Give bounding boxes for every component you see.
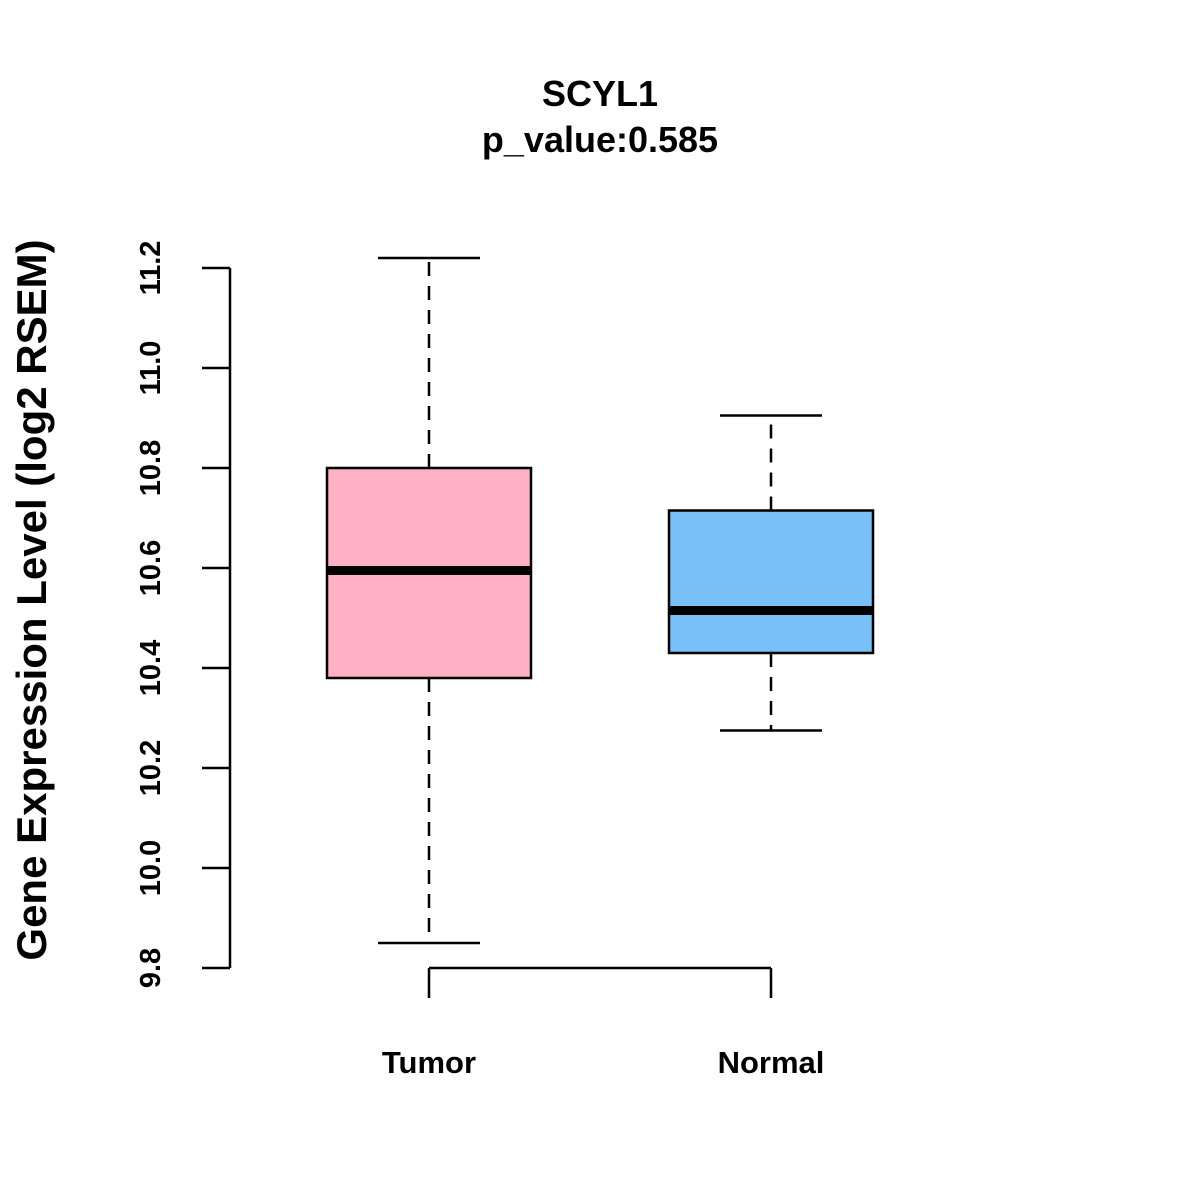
y-tick-label: 10.4 — [135, 640, 167, 696]
y-axis: 9.8 10.0 10.2 10.4 10.6 10.8 11.0 11.2 — [135, 241, 232, 988]
box-tumor — [325, 256, 533, 945]
iqr-box — [667, 509, 875, 655]
x-tick-label: Normal — [718, 1045, 825, 1080]
box-group — [325, 256, 875, 945]
y-tick-label: 10.6 — [135, 540, 167, 596]
y-tick-label: 10.8 — [135, 440, 167, 496]
x-tick-label: Tumor — [382, 1045, 476, 1080]
chart-title: SCYL1 — [542, 73, 658, 114]
y-tick-label: 11.0 — [135, 341, 167, 396]
y-tick-label: 11.2 — [135, 241, 167, 296]
y-tick-label: 10.2 — [135, 740, 167, 796]
chart-subtitle: p_value:0.585 — [482, 119, 718, 160]
y-tick-label: 10.0 — [135, 840, 167, 896]
y-axis-label: Gene Expression Level (log2 RSEM) — [8, 239, 55, 960]
y-tick-label: 9.8 — [135, 948, 167, 988]
box-normal — [667, 414, 875, 732]
x-axis: Tumor Normal — [382, 966, 825, 1080]
